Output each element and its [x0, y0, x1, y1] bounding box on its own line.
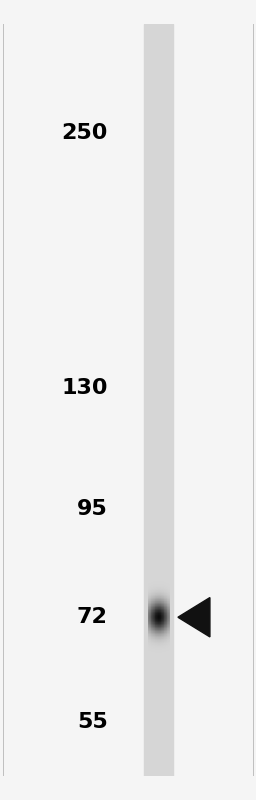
Polygon shape	[178, 598, 210, 637]
Text: 72: 72	[77, 607, 108, 627]
Text: 250: 250	[61, 123, 108, 143]
Text: 130: 130	[61, 378, 108, 398]
Bar	[144, 24, 174, 776]
Text: 55: 55	[77, 712, 108, 732]
Text: 95: 95	[77, 499, 108, 519]
